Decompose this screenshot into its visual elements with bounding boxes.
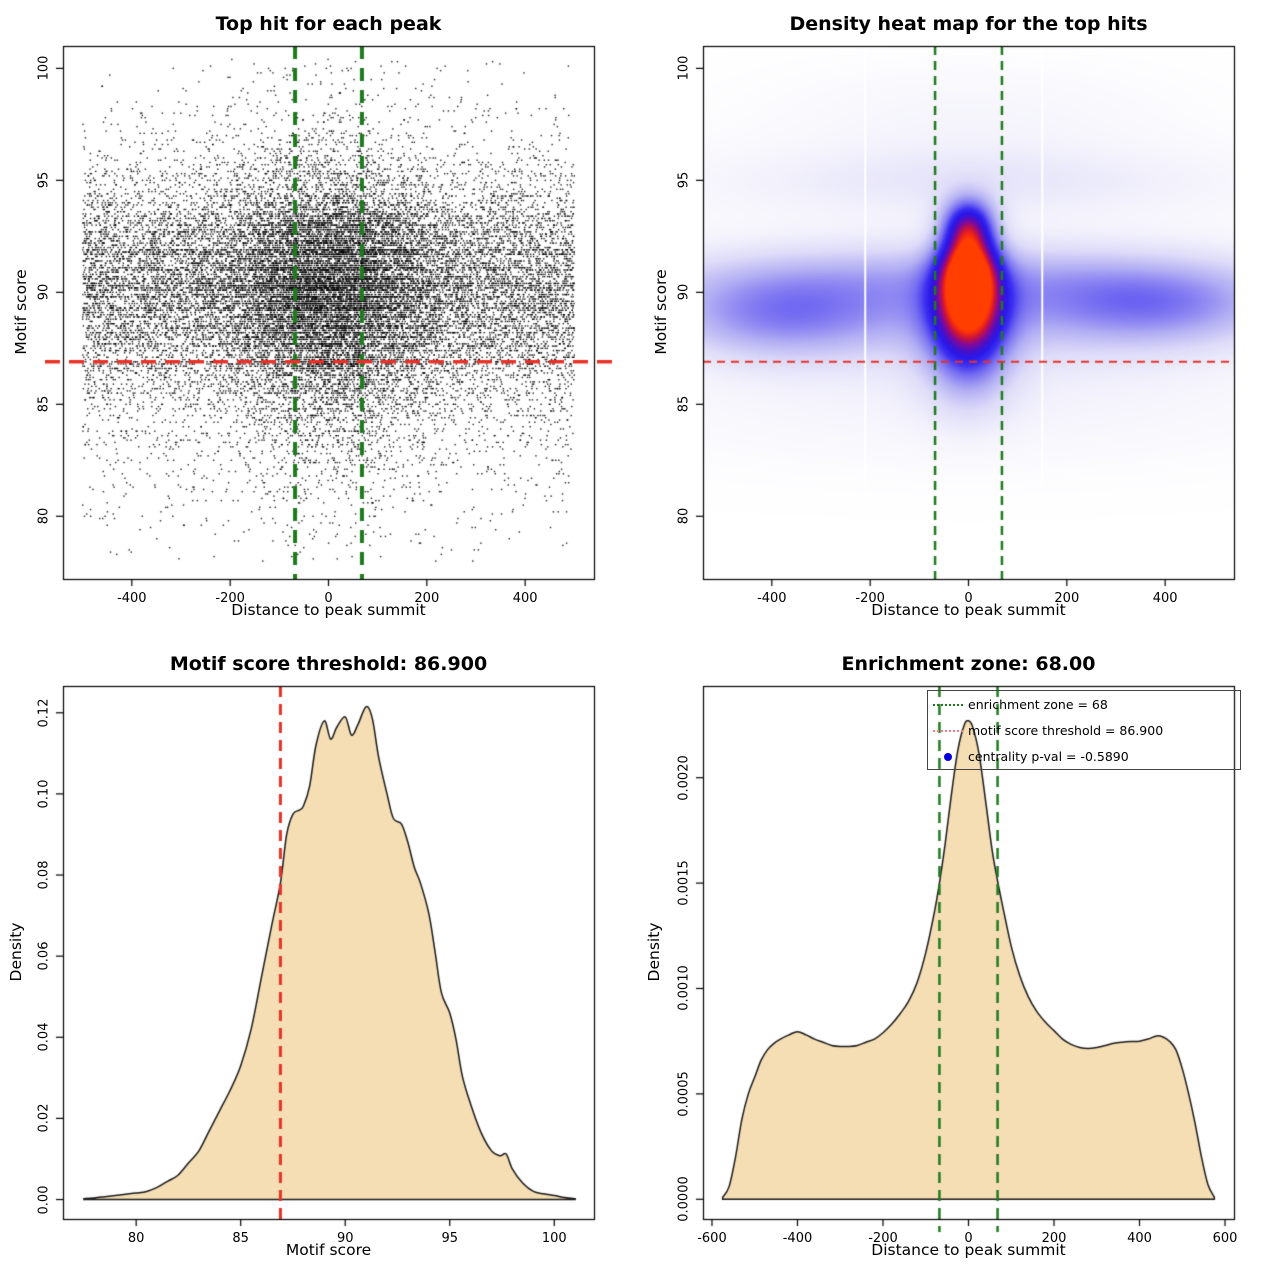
y-tick-label: 0.0015: [676, 860, 692, 906]
x-tick-label: 95: [441, 1231, 459, 1246]
x-tick-label: 0: [324, 591, 333, 606]
y-tick-label: 0.0010: [676, 965, 692, 1012]
y-tick-label: 0.08: [36, 860, 52, 890]
y-tick-label: 90: [676, 284, 692, 301]
x-tick-label: 400: [1127, 1231, 1152, 1246]
y-tick-label: 90: [36, 284, 52, 301]
legend-item-enrichment-zone: enrichment zone = 68: [928, 691, 1240, 717]
panel-density-heatmap: Density heat map for the top hits Distan…: [640, 0, 1280, 640]
x-tick-label: -200: [215, 591, 245, 606]
y-tick-label: 0.00: [36, 1185, 52, 1214]
y-tick-label: 85: [676, 396, 692, 413]
plot-legend: enrichment zone = 68 motif score thresho…: [927, 690, 1241, 770]
x-tick-label: -200: [855, 591, 885, 606]
distance-density-canvas: [640, 640, 1280, 1280]
scatter-y-axis-label: Motif score: [12, 269, 30, 355]
x-tick-label: 100: [541, 1231, 567, 1246]
x-tick-label: 200: [1041, 1231, 1067, 1246]
scatter-plot-canvas: [0, 0, 640, 640]
x-tick-label: -600: [697, 1231, 727, 1246]
heatmap-canvas: [640, 0, 1280, 640]
heatmap-title: Density heat map for the top hits: [789, 13, 1148, 35]
y-tick-label: 0.0005: [676, 1071, 692, 1117]
green-dotted-line-icon: [928, 703, 968, 706]
legend-item-centrality-pval: centrality p-val = -0.5890: [928, 743, 1240, 769]
heatmap-y-axis-label: Motif score: [652, 269, 670, 355]
x-tick-label: 90: [336, 1231, 354, 1246]
x-tick-label: 600: [1212, 1231, 1238, 1246]
motif-density-y-axis-label: Density: [7, 922, 25, 982]
x-tick-label: -400: [117, 591, 147, 606]
red-dotted-line-icon: [928, 729, 968, 732]
x-tick-label: 0: [964, 591, 973, 606]
y-tick-label: 95: [676, 172, 692, 189]
y-tick-label: 100: [36, 55, 52, 81]
x-tick-label: 200: [1054, 591, 1080, 606]
blue-dot-icon: [928, 752, 968, 761]
scatter-x-axis-label: Distance to peak summit: [231, 601, 426, 619]
x-tick-label: 200: [414, 591, 440, 606]
panel-motif-score-density: Motif score threshold: 86.900 Motif scor…: [0, 640, 640, 1280]
motif-density-x-axis-label: Motif score: [285, 1241, 372, 1259]
y-tick-label: 0.06: [36, 941, 52, 971]
x-tick-label: 400: [1152, 591, 1178, 606]
y-tick-label: 80: [676, 508, 692, 525]
legend-label-motif-threshold: motif score threshold = 86.900: [968, 723, 1164, 738]
y-tick-label: 85: [36, 396, 52, 413]
motif-density-canvas: [0, 640, 640, 1280]
y-tick-label: 0.10: [36, 779, 52, 809]
x-tick-label: 0: [964, 1231, 973, 1246]
scatter-title: Top hit for each peak: [215, 13, 442, 35]
y-tick-label: 0.0000: [676, 1176, 692, 1223]
panel-top-hit-scatter: Top hit for each peak Distance to peak s…: [0, 0, 640, 640]
distance-density-x-axis-label: Distance to peak summit: [871, 1241, 1066, 1259]
x-tick-label: -200: [868, 1231, 898, 1246]
y-tick-label: 0.04: [36, 1022, 52, 1052]
y-tick-label: 0.12: [36, 698, 52, 728]
y-tick-label: 0.02: [36, 1103, 52, 1133]
y-tick-label: 80: [36, 508, 52, 525]
panel-distance-density: Enrichment zone: 68.00 Distance to peak …: [640, 640, 1280, 1280]
x-tick-label: -400: [757, 591, 787, 606]
distance-density-y-axis-label: Density: [645, 922, 663, 982]
x-tick-label: -400: [782, 1231, 813, 1246]
motif-density-title: Motif score threshold: 86.900: [169, 653, 488, 675]
distance-density-title: Enrichment zone: 68.00: [841, 653, 1096, 675]
heatmap-x-axis-label: Distance to peak summit: [871, 601, 1066, 619]
x-tick-label: 80: [127, 1231, 145, 1246]
x-tick-label: 85: [232, 1231, 249, 1246]
legend-label-enrichment-zone: enrichment zone = 68: [968, 697, 1108, 712]
y-tick-label: 95: [36, 172, 52, 189]
y-tick-label: 100: [676, 55, 692, 81]
x-tick-label: 400: [512, 591, 538, 606]
legend-item-motif-threshold: motif score threshold = 86.900: [928, 717, 1240, 743]
legend-label-centrality-pval: centrality p-val = -0.5890: [968, 749, 1129, 764]
y-tick-label: 0.0020: [676, 754, 692, 801]
